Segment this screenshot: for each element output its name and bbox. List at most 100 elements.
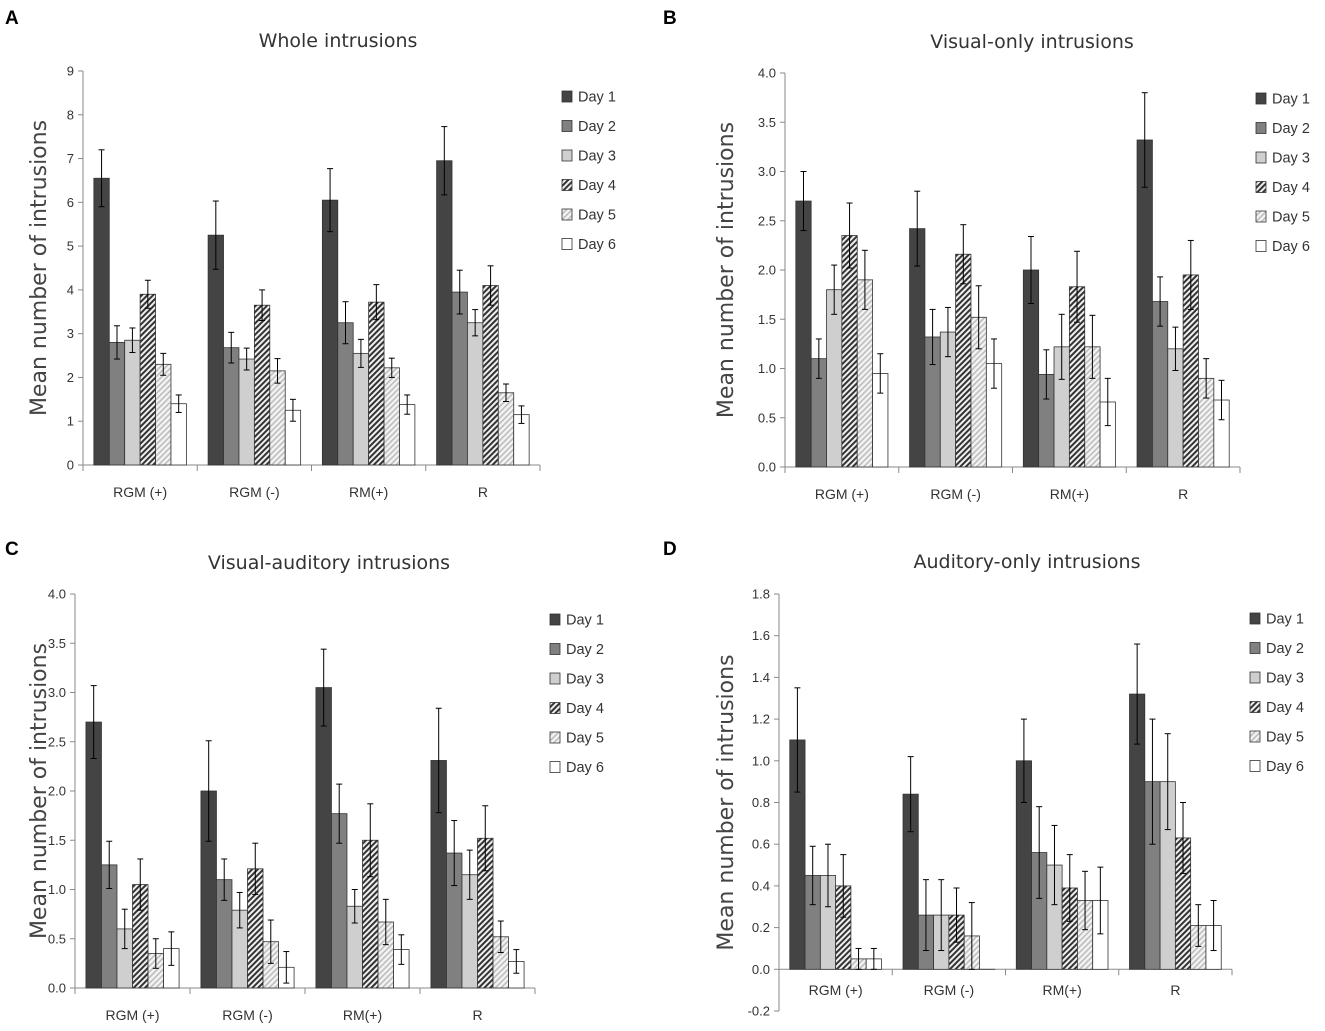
legend-swatch [1249,642,1261,654]
legend-swatch [549,613,561,626]
y-tick-label: 9 [67,64,74,79]
y-axis-label: Mean number of intrusions [714,654,739,950]
legend-label: Day 4 [1272,180,1310,196]
category-label: RGM (+) [809,982,863,998]
legend-swatch [1255,240,1267,252]
bar-day4 [482,285,499,466]
category-label: RM(+) [349,484,388,500]
y-tick-label: 1.5 [48,833,66,848]
y-tick-label: 3.0 [758,164,776,179]
legend-swatch [561,149,573,162]
chart-panel-c: C Visual-auditory intrusions Mean number o… [5,539,604,1023]
category-label: RGM (-) [930,486,981,502]
chart-title: Visual-only intrusions [930,31,1134,53]
bar-day3 [124,339,141,466]
bar-day5 [497,392,515,466]
category-label: R [478,484,488,500]
category-label: RGM (+) [105,1007,159,1023]
y-tick-label: 1 [67,414,74,429]
chart-panel-d: D Auditory-only intrusions Mean number of … [663,539,1304,1019]
legend-label: Day 5 [566,731,604,747]
legend-swatch [1249,760,1261,772]
y-tick-label: 6 [67,195,74,210]
y-tick-label: 1.0 [758,361,776,376]
legend-swatch [1249,671,1261,684]
y-tick-label: 2.0 [758,263,776,278]
y-tick-label: 2.5 [48,734,66,749]
panel-letter: C [5,539,19,560]
y-tick-label: 3.0 [48,685,66,700]
panel-letter: B [663,8,677,29]
bar-day2 [108,342,126,466]
legend-swatch [1249,612,1261,625]
chart-panel-b: B Visual-only intrusions Mean number of in… [663,8,1310,502]
y-tick-label: 1.0 [752,753,770,768]
bar-day2 [451,291,468,466]
bar-day1 [321,199,339,466]
category-label: RM(+) [1050,486,1089,502]
bar-day4 [253,304,271,466]
chart-title: Visual-auditory intrusions [208,552,450,574]
legend-label: Day 2 [578,119,616,135]
category-label: RGM (-) [229,484,280,500]
panel-letter: D [663,539,677,560]
y-tick-label: 3.5 [48,636,66,651]
legend-label: Day 5 [1266,730,1304,746]
legend-label: Day 1 [1272,92,1310,108]
y-tick-label: 1.6 [752,628,770,643]
legend-swatch [1255,122,1267,134]
y-tick-label: 0.8 [752,795,770,810]
legend-swatch [549,643,561,655]
bar-day5 [383,367,400,466]
y-tick-label: 1.0 [48,882,66,897]
category-label: RM(+) [343,1007,382,1023]
legend-label: Day 3 [1272,151,1310,167]
bar-day1 [93,177,110,466]
panel-letter: A [5,8,19,29]
legend-label: Day 4 [578,178,616,194]
y-tick-label: 4 [67,282,74,297]
y-tick-label: 4.0 [48,587,66,602]
category-label: RGM (+) [815,486,869,502]
legend-label: Day 3 [578,149,616,165]
legend-swatch [561,208,573,221]
y-tick-label: 7 [67,151,74,166]
category-label: RGM (+) [113,484,167,500]
chart-panel-a: A Whole intrusions Mean number of intrusio… [5,8,616,500]
y-tick-label: 3.5 [758,115,776,130]
legend-label: Day 5 [578,208,616,224]
category-label: R [1170,982,1180,998]
category-label: RGM (-) [924,982,975,998]
legend-swatch [1255,181,1267,193]
legend-swatch [549,672,561,685]
bar-day3 [238,358,255,466]
legend-label: Day 5 [1272,210,1310,226]
legend-swatch [1255,151,1267,164]
y-tick-label: 3 [67,326,74,341]
bar-day4 [955,253,972,468]
y-tick-label: 1.4 [752,670,770,685]
y-tick-label: 0.4 [752,878,770,893]
y-tick-label: 0 [67,458,74,473]
y-tick-label: 5 [67,239,74,254]
y-tick-label: 4.0 [758,66,776,81]
chart-title: Whole intrusions [259,30,418,52]
bar-day1 [315,687,332,989]
category-label: R [1178,486,1188,502]
bar-day5 [269,370,286,466]
bar-day3 [826,289,843,468]
legend-label: Day 2 [1266,641,1304,657]
y-tick-label: 8 [67,107,74,122]
legend-swatch [1255,92,1267,105]
legend-label: Day 6 [1266,759,1304,775]
y-tick-label: 2.5 [758,213,776,228]
legend-label: Day 1 [1266,612,1304,628]
y-tick-label: 0.0 [758,460,776,475]
legend-label: Day 6 [566,760,604,776]
legend-swatch [549,702,561,714]
legend-label: Day 1 [578,90,616,106]
legend-label: Day 6 [578,237,616,253]
bar-day3 [467,322,484,466]
bar-day4 [139,293,156,466]
legend-swatch [1249,701,1261,713]
